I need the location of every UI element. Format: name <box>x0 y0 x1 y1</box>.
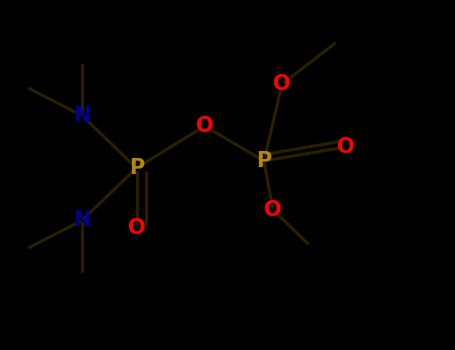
Text: N: N <box>73 210 91 231</box>
Text: P: P <box>129 158 144 178</box>
Text: O: O <box>128 217 145 238</box>
Text: O: O <box>337 137 354 157</box>
Text: O: O <box>273 74 291 94</box>
Text: O: O <box>264 200 282 220</box>
Text: P: P <box>256 151 272 171</box>
Text: N: N <box>73 105 91 126</box>
Text: O: O <box>196 116 213 136</box>
